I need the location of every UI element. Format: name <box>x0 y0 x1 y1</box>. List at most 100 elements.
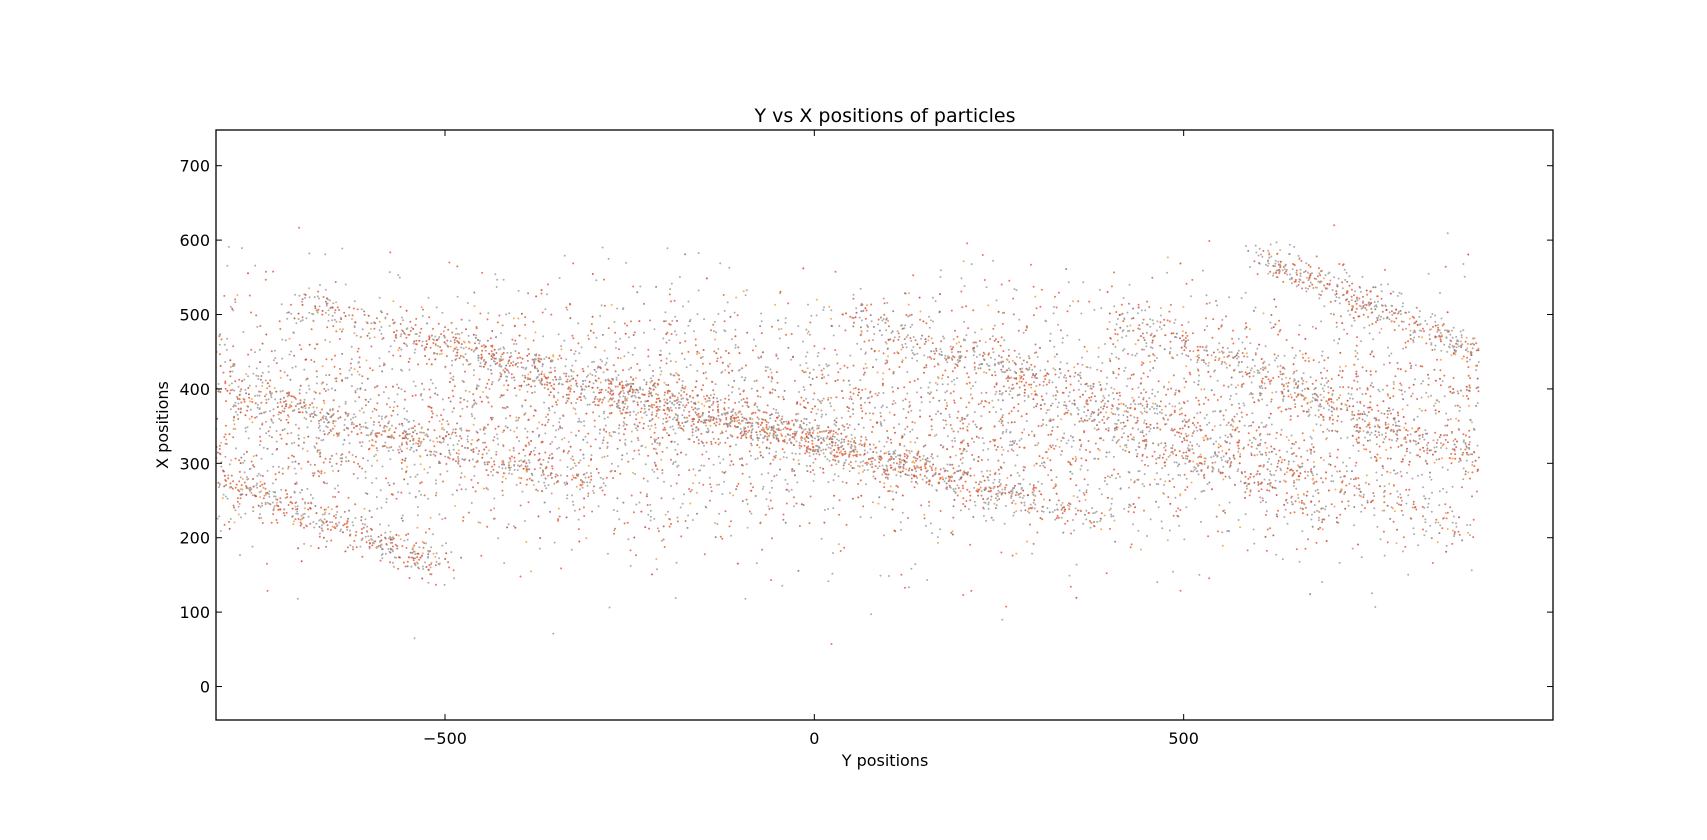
scatter-point <box>1187 426 1190 428</box>
scatter-point <box>1184 343 1187 346</box>
scatter-point <box>649 509 652 512</box>
scatter-point <box>420 327 423 330</box>
scatter-point <box>447 456 450 459</box>
scatter-point <box>672 463 674 465</box>
scatter-point <box>800 420 803 423</box>
scatter-point <box>409 476 412 478</box>
scatter-point <box>965 334 968 337</box>
scatter-point <box>1253 454 1256 457</box>
scatter-point <box>1293 472 1296 475</box>
scatter-point <box>946 488 949 491</box>
scatter-point <box>1202 402 1205 405</box>
scatter-point <box>920 396 923 399</box>
scatter-point <box>537 515 540 518</box>
scatter-point <box>1057 291 1060 294</box>
scatter-point <box>508 472 511 475</box>
scatter-point <box>840 416 843 419</box>
scatter-point <box>751 438 754 441</box>
scatter-point <box>1201 346 1204 348</box>
scatter-point <box>977 456 980 458</box>
scatter-point <box>398 434 401 437</box>
scatter-point <box>337 434 340 437</box>
scatter-point <box>1246 549 1249 552</box>
scatter-point <box>708 362 711 365</box>
scatter-point <box>1467 366 1470 369</box>
scatter-point <box>533 362 536 365</box>
scatter-point <box>1244 371 1247 374</box>
scatter-point <box>219 391 222 393</box>
scatter-point <box>470 348 473 351</box>
scatter-point <box>1315 379 1318 382</box>
scatter-point <box>879 421 882 424</box>
scatter-point <box>1298 333 1300 336</box>
scatter-point <box>872 366 874 369</box>
scatter-point <box>942 478 945 481</box>
scatter-point <box>1197 356 1200 359</box>
scatter-point <box>1388 409 1391 412</box>
scatter-point <box>303 398 306 401</box>
scatter-point <box>849 354 852 357</box>
scatter-point <box>566 475 569 477</box>
scatter-point <box>285 418 288 421</box>
scatter-point <box>1178 413 1181 416</box>
scatter-point <box>1132 436 1135 439</box>
scatter-point <box>385 477 388 480</box>
scatter-point <box>261 342 264 345</box>
scatter-point <box>1267 262 1270 265</box>
scatter-point <box>971 437 974 440</box>
scatter-point <box>845 481 848 484</box>
scatter-point <box>1416 323 1419 326</box>
scatter-point <box>1046 360 1049 363</box>
scatter-point <box>335 462 338 465</box>
scatter-point <box>762 456 764 459</box>
scatter-point <box>1133 399 1135 402</box>
scatter-point <box>694 474 697 477</box>
scatter-point <box>713 416 715 419</box>
scatter-point <box>1405 428 1408 431</box>
scatter-point <box>414 385 417 388</box>
scatter-point <box>909 430 912 433</box>
scatter-point <box>766 439 769 441</box>
scatter-point <box>546 383 549 386</box>
scatter-point <box>1319 294 1322 296</box>
scatter-point <box>1403 426 1406 429</box>
scatter-point <box>816 427 819 430</box>
scatter-point <box>1226 459 1229 462</box>
scatter-point <box>1111 439 1114 442</box>
scatter-point <box>832 458 835 461</box>
scatter-point <box>1170 451 1173 454</box>
scatter-point <box>283 396 285 399</box>
scatter-point <box>259 513 261 516</box>
scatter-point <box>820 437 823 440</box>
scatter-point <box>483 441 486 444</box>
scatter-point <box>1270 255 1273 258</box>
scatter-point <box>762 418 765 421</box>
scatter-point <box>1395 542 1398 545</box>
scatter-point <box>607 257 610 260</box>
scatter-point <box>1040 493 1043 496</box>
scatter-point <box>745 463 748 466</box>
scatter-point <box>857 391 860 394</box>
scatter-point <box>1185 506 1188 509</box>
scatter-point <box>794 474 796 477</box>
scatter-point <box>425 346 428 349</box>
scatter-point <box>923 343 926 345</box>
scatter-point <box>944 419 947 422</box>
scatter-point <box>813 345 816 348</box>
scatter-point <box>1039 369 1042 372</box>
scatter-point <box>1406 434 1409 436</box>
scatter-point <box>1010 376 1013 379</box>
scatter-point <box>1064 522 1067 525</box>
scatter-point <box>1261 387 1264 390</box>
scatter-point <box>769 417 772 420</box>
scatter-point <box>683 358 686 360</box>
scatter-point <box>830 396 833 399</box>
scatter-point <box>1357 375 1360 378</box>
scatter-point <box>1333 408 1336 411</box>
scatter-point <box>959 490 962 493</box>
scatter-point <box>979 402 982 405</box>
scatter-point <box>509 429 512 432</box>
scatter-point <box>849 395 852 398</box>
scatter-point <box>1285 436 1288 438</box>
scatter-point <box>785 456 788 459</box>
